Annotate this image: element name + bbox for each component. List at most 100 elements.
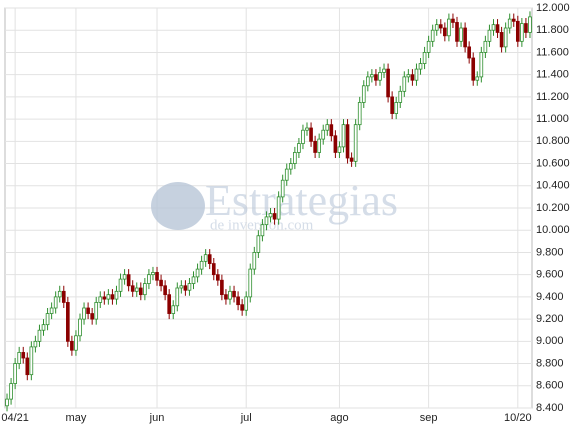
candle-body [110, 294, 115, 300]
x-tick-label: may [66, 412, 87, 424]
candle-body [361, 85, 366, 103]
candle-body [297, 143, 301, 153]
candle-body [459, 27, 463, 42]
candle-body [280, 179, 285, 198]
y-tick-label: 12.000 [536, 2, 570, 14]
candle-body [394, 102, 399, 114]
candle-body [305, 127, 309, 131]
candle-body [199, 260, 204, 270]
candle-body [29, 346, 34, 376]
y-tick-label: 9.800 [536, 246, 564, 258]
y-tick-label: 9.200 [536, 313, 564, 325]
y-tick-label: 8.600 [536, 380, 564, 392]
candle-body [159, 279, 163, 287]
y-tick-label: 9.600 [536, 269, 564, 281]
candle-body [191, 276, 196, 284]
candle-body [224, 294, 228, 300]
candle-body [483, 40, 488, 53]
candle-body [398, 90, 403, 103]
candle-body [451, 18, 455, 23]
x-tick-label: 04/21 [1, 412, 29, 424]
candle-body [21, 352, 26, 359]
candle-body [276, 196, 281, 220]
candle-body [9, 383, 13, 400]
candle-body [220, 279, 224, 296]
candle-body [122, 274, 127, 280]
candle-body [333, 135, 338, 153]
y-tick-label: 9.400 [536, 291, 564, 303]
candle-body [151, 272, 155, 276]
candle-body [410, 74, 415, 81]
candle-body [207, 254, 212, 264]
candle-body [418, 63, 423, 70]
candle-body [37, 329, 42, 342]
candle-body [114, 290, 119, 300]
candle-body [520, 23, 524, 42]
candle-body [430, 29, 435, 42]
watermark-logo [151, 182, 205, 230]
candle-body [53, 296, 58, 309]
candle-body [329, 124, 334, 137]
candle-body [378, 72, 382, 81]
candle-body [438, 24, 443, 29]
candle-body [503, 27, 508, 48]
candle-body [321, 129, 326, 140]
candle-body [211, 263, 216, 276]
candle-body [345, 124, 350, 159]
candle-body [471, 57, 476, 81]
y-tick-label: 11.000 [536, 113, 569, 125]
candle-body [232, 290, 236, 298]
candle-body [171, 305, 176, 314]
candle-body [252, 252, 257, 270]
candle-body [236, 296, 240, 306]
candle-body [357, 102, 362, 126]
candle-body [106, 294, 111, 300]
watermark-text: Estrategias [205, 176, 398, 225]
candle-body [17, 352, 22, 364]
y-tick-label: 10.600 [536, 157, 570, 169]
candle-body [511, 18, 516, 22]
candle-body [507, 18, 512, 29]
candle-body [434, 24, 439, 31]
candle-body [147, 274, 151, 284]
candle-body [515, 20, 520, 42]
candle-body [138, 287, 143, 296]
candle-body [406, 74, 411, 78]
candle-body [25, 357, 30, 376]
candle-body [390, 96, 394, 114]
candle-body [260, 224, 265, 237]
candle-body [13, 363, 17, 384]
candle-body [195, 268, 200, 278]
candle-body [187, 283, 192, 291]
candle-body [341, 124, 346, 148]
candle-body [284, 168, 289, 181]
candle-body [244, 296, 249, 311]
candle-body [216, 274, 220, 281]
candle-body [524, 23, 528, 33]
candle-body [167, 294, 171, 314]
candle-body [528, 16, 532, 33]
y-tick-label: 10.400 [536, 180, 570, 192]
candle-body [49, 307, 54, 314]
candle-body [74, 335, 78, 351]
y-tick-label: 8.400 [536, 402, 564, 414]
candle-body [264, 216, 269, 226]
candle-body [414, 68, 419, 81]
candle-body [382, 68, 386, 73]
candle-body [70, 340, 74, 351]
candle-body [366, 76, 370, 87]
candle-body [309, 127, 313, 142]
candle-body [134, 287, 139, 292]
watermark: Estrategias de inversion.com [151, 176, 398, 233]
candle-body [479, 52, 484, 78]
candle-body [293, 152, 297, 164]
candle-body [337, 146, 342, 153]
candle-body [240, 304, 244, 311]
candle-body [86, 307, 90, 314]
candle-body [90, 313, 94, 320]
candle-body [94, 302, 99, 320]
candle-body [447, 18, 451, 37]
y-tick-label: 11.400 [536, 69, 569, 81]
candle-body [402, 76, 407, 92]
